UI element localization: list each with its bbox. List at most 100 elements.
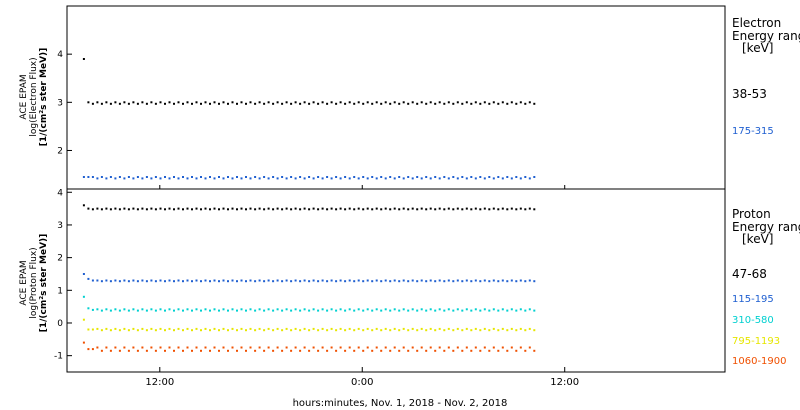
proton-series-1-point-69	[393, 279, 396, 282]
electron-series-0-point-30	[218, 102, 220, 105]
proton-series-3-point-86	[470, 329, 473, 332]
electron-series-0-point-26	[200, 102, 202, 105]
proton-series-2-point-98	[524, 309, 527, 312]
proton-series-1-point-18	[164, 280, 166, 283]
proton-series-1-point-4	[100, 280, 103, 283]
electron-series-1-point-83	[456, 177, 459, 180]
electron-series-0-point-56	[335, 102, 338, 105]
electron-series-0-point-78	[434, 102, 437, 105]
proton-series-4-point-74	[416, 349, 419, 352]
proton-series-0-point-32	[227, 208, 229, 211]
electron-series-1-point-80	[443, 176, 446, 178]
proton-series-2-point-23	[186, 308, 189, 311]
proton-series-0-point-19	[168, 207, 171, 210]
proton-series-1-point-78	[434, 280, 437, 283]
proton-series-1-point-25	[195, 279, 198, 282]
electron-series-0-point-28	[209, 102, 211, 105]
proton-series-1-point-85	[465, 279, 468, 282]
electron-series-1-point-75	[420, 177, 423, 180]
proton-series-2-point-82	[452, 309, 455, 312]
proton-series-0-point-68	[389, 208, 392, 211]
electron-series-1-point-67	[384, 177, 387, 180]
proton-series-2-point-34	[236, 309, 238, 312]
electron-series-0-point-95	[510, 101, 513, 104]
proton-series-4-point-76	[425, 349, 428, 352]
x-tick-label-0: 12:00	[145, 377, 174, 388]
electron-series-1-point-21	[177, 177, 180, 180]
proton-series-3-point-19	[168, 327, 171, 330]
proton-series-0-point-81	[447, 207, 450, 210]
proton-series-1-point-11	[132, 279, 135, 282]
electron-series-0-point-1	[87, 101, 90, 104]
proton-series-0-point-6	[109, 208, 112, 211]
proton-series-2-point-58	[344, 309, 347, 312]
proton-series-4-point-96	[515, 349, 518, 352]
proton-series-4-point-78	[434, 349, 437, 352]
proton-series-4-point-73	[411, 346, 414, 349]
proton-series-1-point-67	[384, 279, 387, 282]
proton-series-3-point-38	[254, 329, 257, 332]
proton-series-0-point-63	[366, 207, 369, 210]
electron-series-1-point-44	[281, 176, 284, 178]
electron-series-0-point-80	[443, 102, 446, 105]
proton-series-2-point-39	[258, 308, 261, 311]
proton-series-0-point-56	[335, 208, 338, 211]
proton-series-0-point-75	[420, 207, 423, 210]
proton-series-4-point-99	[528, 346, 531, 349]
electron-series-0-point-73	[411, 101, 414, 104]
electron-series-1-point-27	[204, 177, 207, 180]
electron-series-0-point-66	[380, 102, 383, 105]
proton-series-0-point-54	[326, 208, 329, 211]
proton-series-3-point-55	[330, 327, 333, 330]
electron-series-0-point-7	[114, 101, 117, 104]
proton-series-4-point-48	[299, 349, 302, 352]
proton-series-1-point-62	[362, 280, 365, 283]
proton-series-4-point-6	[109, 349, 112, 352]
proton-series-3-point-68	[389, 329, 392, 332]
electron-series-0-point-84	[461, 102, 464, 105]
proton-series-3-point-44	[281, 329, 284, 332]
electron-series-0-point-22	[182, 102, 184, 105]
proton-series-0-point-77	[429, 207, 432, 210]
proton-series-3-point-66	[380, 329, 383, 332]
electron-series-0-point-4	[100, 102, 103, 105]
proton-series-3-point-35	[240, 327, 243, 330]
proton-series-1-point-26	[200, 280, 202, 283]
proton-series-4-point-9	[123, 346, 126, 349]
proton-series-4-point-89	[483, 346, 486, 349]
electron-series-1-point-43	[276, 177, 279, 180]
proton-series-1-point-30	[218, 280, 220, 283]
proton-series-1-point-55	[330, 279, 333, 282]
electron-series-1-point-95	[510, 177, 513, 180]
proton-series-1-point-7	[114, 279, 117, 282]
proton-series-4-point-87	[474, 346, 477, 349]
proton-ylabel-line2: log(Proton Flux)	[29, 247, 39, 318]
electron-series-1-point-51	[312, 177, 315, 180]
proton-series-3-point-62	[362, 329, 365, 332]
proton-series-0-point-96	[515, 208, 518, 211]
electron-series-0-point-27	[204, 101, 207, 104]
electron-panel-frame	[66, 5, 726, 190]
proton-series-2-point-62	[362, 309, 365, 312]
proton-legend-series-0: 47-68	[732, 267, 767, 281]
proton-series-0-point-78	[434, 208, 437, 211]
proton-series-1-point-22	[182, 280, 184, 283]
proton-series-1-point-71	[402, 279, 405, 282]
proton-series-0-point-46	[290, 208, 293, 211]
proton-series-1-point-28	[209, 280, 211, 283]
proton-series-2-point-56	[335, 309, 338, 312]
proton-series-2-point-90	[488, 309, 491, 312]
proton-series-2-point-42	[272, 309, 275, 312]
proton-series-1-point-37	[249, 279, 252, 282]
proton-series-2-point-63	[366, 308, 369, 311]
proton-series-1-point-96	[515, 280, 518, 283]
proton-series-3-point-61	[357, 327, 360, 330]
proton-series-2-point-67	[384, 308, 387, 311]
proton-series-0-point-36	[245, 208, 247, 211]
proton-series-2-point-30	[218, 309, 220, 312]
proton-series-4-point-17	[159, 346, 162, 349]
proton-series-4-point-35	[240, 346, 243, 349]
proton-series-4-point-39	[258, 346, 261, 349]
proton-series-3-point-32	[227, 329, 229, 332]
proton-series-3-point-11	[132, 327, 135, 330]
